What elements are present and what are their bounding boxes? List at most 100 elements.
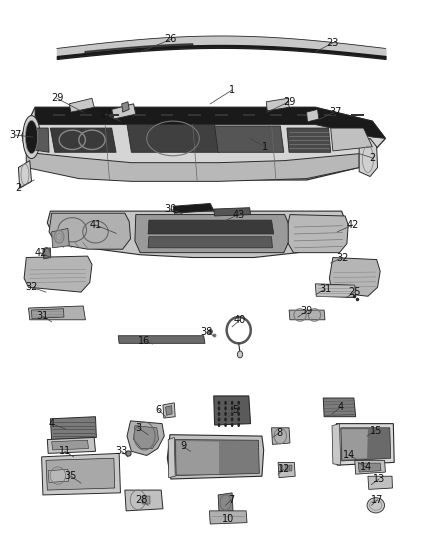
- Polygon shape: [28, 306, 85, 320]
- Text: 27: 27: [99, 109, 111, 119]
- Bar: [297, 114, 309, 116]
- Polygon shape: [47, 438, 95, 454]
- Polygon shape: [48, 470, 69, 482]
- Text: 40: 40: [234, 315, 246, 325]
- Ellipse shape: [237, 351, 243, 358]
- Polygon shape: [122, 102, 129, 112]
- Polygon shape: [209, 511, 247, 524]
- Polygon shape: [32, 309, 64, 318]
- Circle shape: [237, 401, 240, 405]
- Polygon shape: [315, 284, 356, 297]
- Circle shape: [224, 406, 227, 410]
- Polygon shape: [163, 403, 175, 418]
- Polygon shape: [215, 126, 284, 152]
- Text: 33: 33: [116, 446, 128, 456]
- Text: 31: 31: [37, 311, 49, 321]
- Polygon shape: [47, 211, 346, 257]
- Text: 28: 28: [135, 495, 147, 505]
- Text: 1: 1: [229, 85, 235, 95]
- Polygon shape: [307, 109, 319, 122]
- Circle shape: [237, 423, 240, 427]
- Bar: [80, 114, 92, 116]
- Circle shape: [237, 417, 240, 422]
- Bar: [107, 114, 119, 116]
- Bar: [285, 465, 288, 471]
- Circle shape: [218, 417, 220, 422]
- Polygon shape: [118, 336, 205, 343]
- Polygon shape: [287, 128, 331, 152]
- Text: 2: 2: [369, 153, 375, 163]
- Circle shape: [224, 417, 227, 422]
- Polygon shape: [332, 424, 341, 465]
- Text: 37: 37: [329, 107, 341, 117]
- Bar: [280, 465, 283, 471]
- Polygon shape: [52, 229, 69, 248]
- Polygon shape: [173, 204, 214, 213]
- Polygon shape: [35, 107, 385, 139]
- Polygon shape: [125, 490, 163, 511]
- Polygon shape: [323, 398, 356, 417]
- Circle shape: [237, 406, 240, 410]
- Polygon shape: [69, 98, 94, 112]
- Polygon shape: [342, 429, 368, 459]
- Circle shape: [218, 412, 220, 416]
- Text: 37: 37: [9, 130, 21, 140]
- Polygon shape: [166, 406, 172, 415]
- Polygon shape: [43, 248, 51, 259]
- Polygon shape: [49, 213, 131, 249]
- Circle shape: [231, 406, 233, 410]
- Polygon shape: [214, 208, 251, 216]
- Circle shape: [237, 412, 240, 416]
- Polygon shape: [22, 107, 385, 180]
- Text: 29: 29: [51, 93, 63, 103]
- Bar: [289, 465, 292, 471]
- Text: 4: 4: [338, 402, 344, 412]
- Circle shape: [224, 401, 227, 405]
- Polygon shape: [127, 125, 219, 152]
- Text: 13: 13: [373, 474, 385, 484]
- Bar: [324, 114, 336, 116]
- Polygon shape: [175, 440, 259, 475]
- Text: 38: 38: [201, 327, 213, 337]
- Text: 6: 6: [155, 405, 162, 415]
- Bar: [215, 114, 228, 116]
- Polygon shape: [24, 256, 92, 292]
- Text: 41: 41: [89, 220, 102, 230]
- Text: 32: 32: [25, 282, 38, 292]
- Text: 9: 9: [180, 441, 186, 451]
- Polygon shape: [355, 461, 385, 474]
- Text: 10: 10: [222, 514, 234, 524]
- Text: 42: 42: [34, 248, 46, 257]
- Polygon shape: [167, 435, 264, 479]
- Polygon shape: [52, 440, 88, 450]
- Text: 30: 30: [165, 204, 177, 214]
- Circle shape: [224, 412, 227, 416]
- Circle shape: [218, 406, 220, 410]
- Polygon shape: [289, 310, 325, 320]
- Text: 39: 39: [300, 306, 313, 317]
- Bar: [270, 114, 282, 116]
- Text: 16: 16: [138, 336, 150, 345]
- Polygon shape: [26, 152, 359, 181]
- Circle shape: [218, 401, 220, 405]
- Polygon shape: [46, 458, 115, 490]
- Text: 42: 42: [346, 220, 359, 230]
- Text: 29: 29: [283, 97, 295, 107]
- Circle shape: [231, 417, 233, 422]
- Polygon shape: [127, 421, 164, 456]
- Polygon shape: [135, 215, 289, 253]
- Polygon shape: [176, 441, 219, 474]
- Polygon shape: [278, 463, 295, 478]
- Text: 26: 26: [165, 35, 177, 44]
- Text: 8: 8: [276, 427, 283, 438]
- Polygon shape: [214, 396, 251, 425]
- Circle shape: [218, 423, 220, 427]
- Text: 7: 7: [228, 495, 234, 505]
- Text: 25: 25: [349, 287, 361, 297]
- Text: 1: 1: [262, 142, 268, 152]
- Polygon shape: [368, 477, 392, 489]
- Text: 3: 3: [135, 423, 141, 433]
- Text: 31: 31: [319, 284, 331, 294]
- Ellipse shape: [25, 120, 38, 154]
- Polygon shape: [288, 215, 348, 253]
